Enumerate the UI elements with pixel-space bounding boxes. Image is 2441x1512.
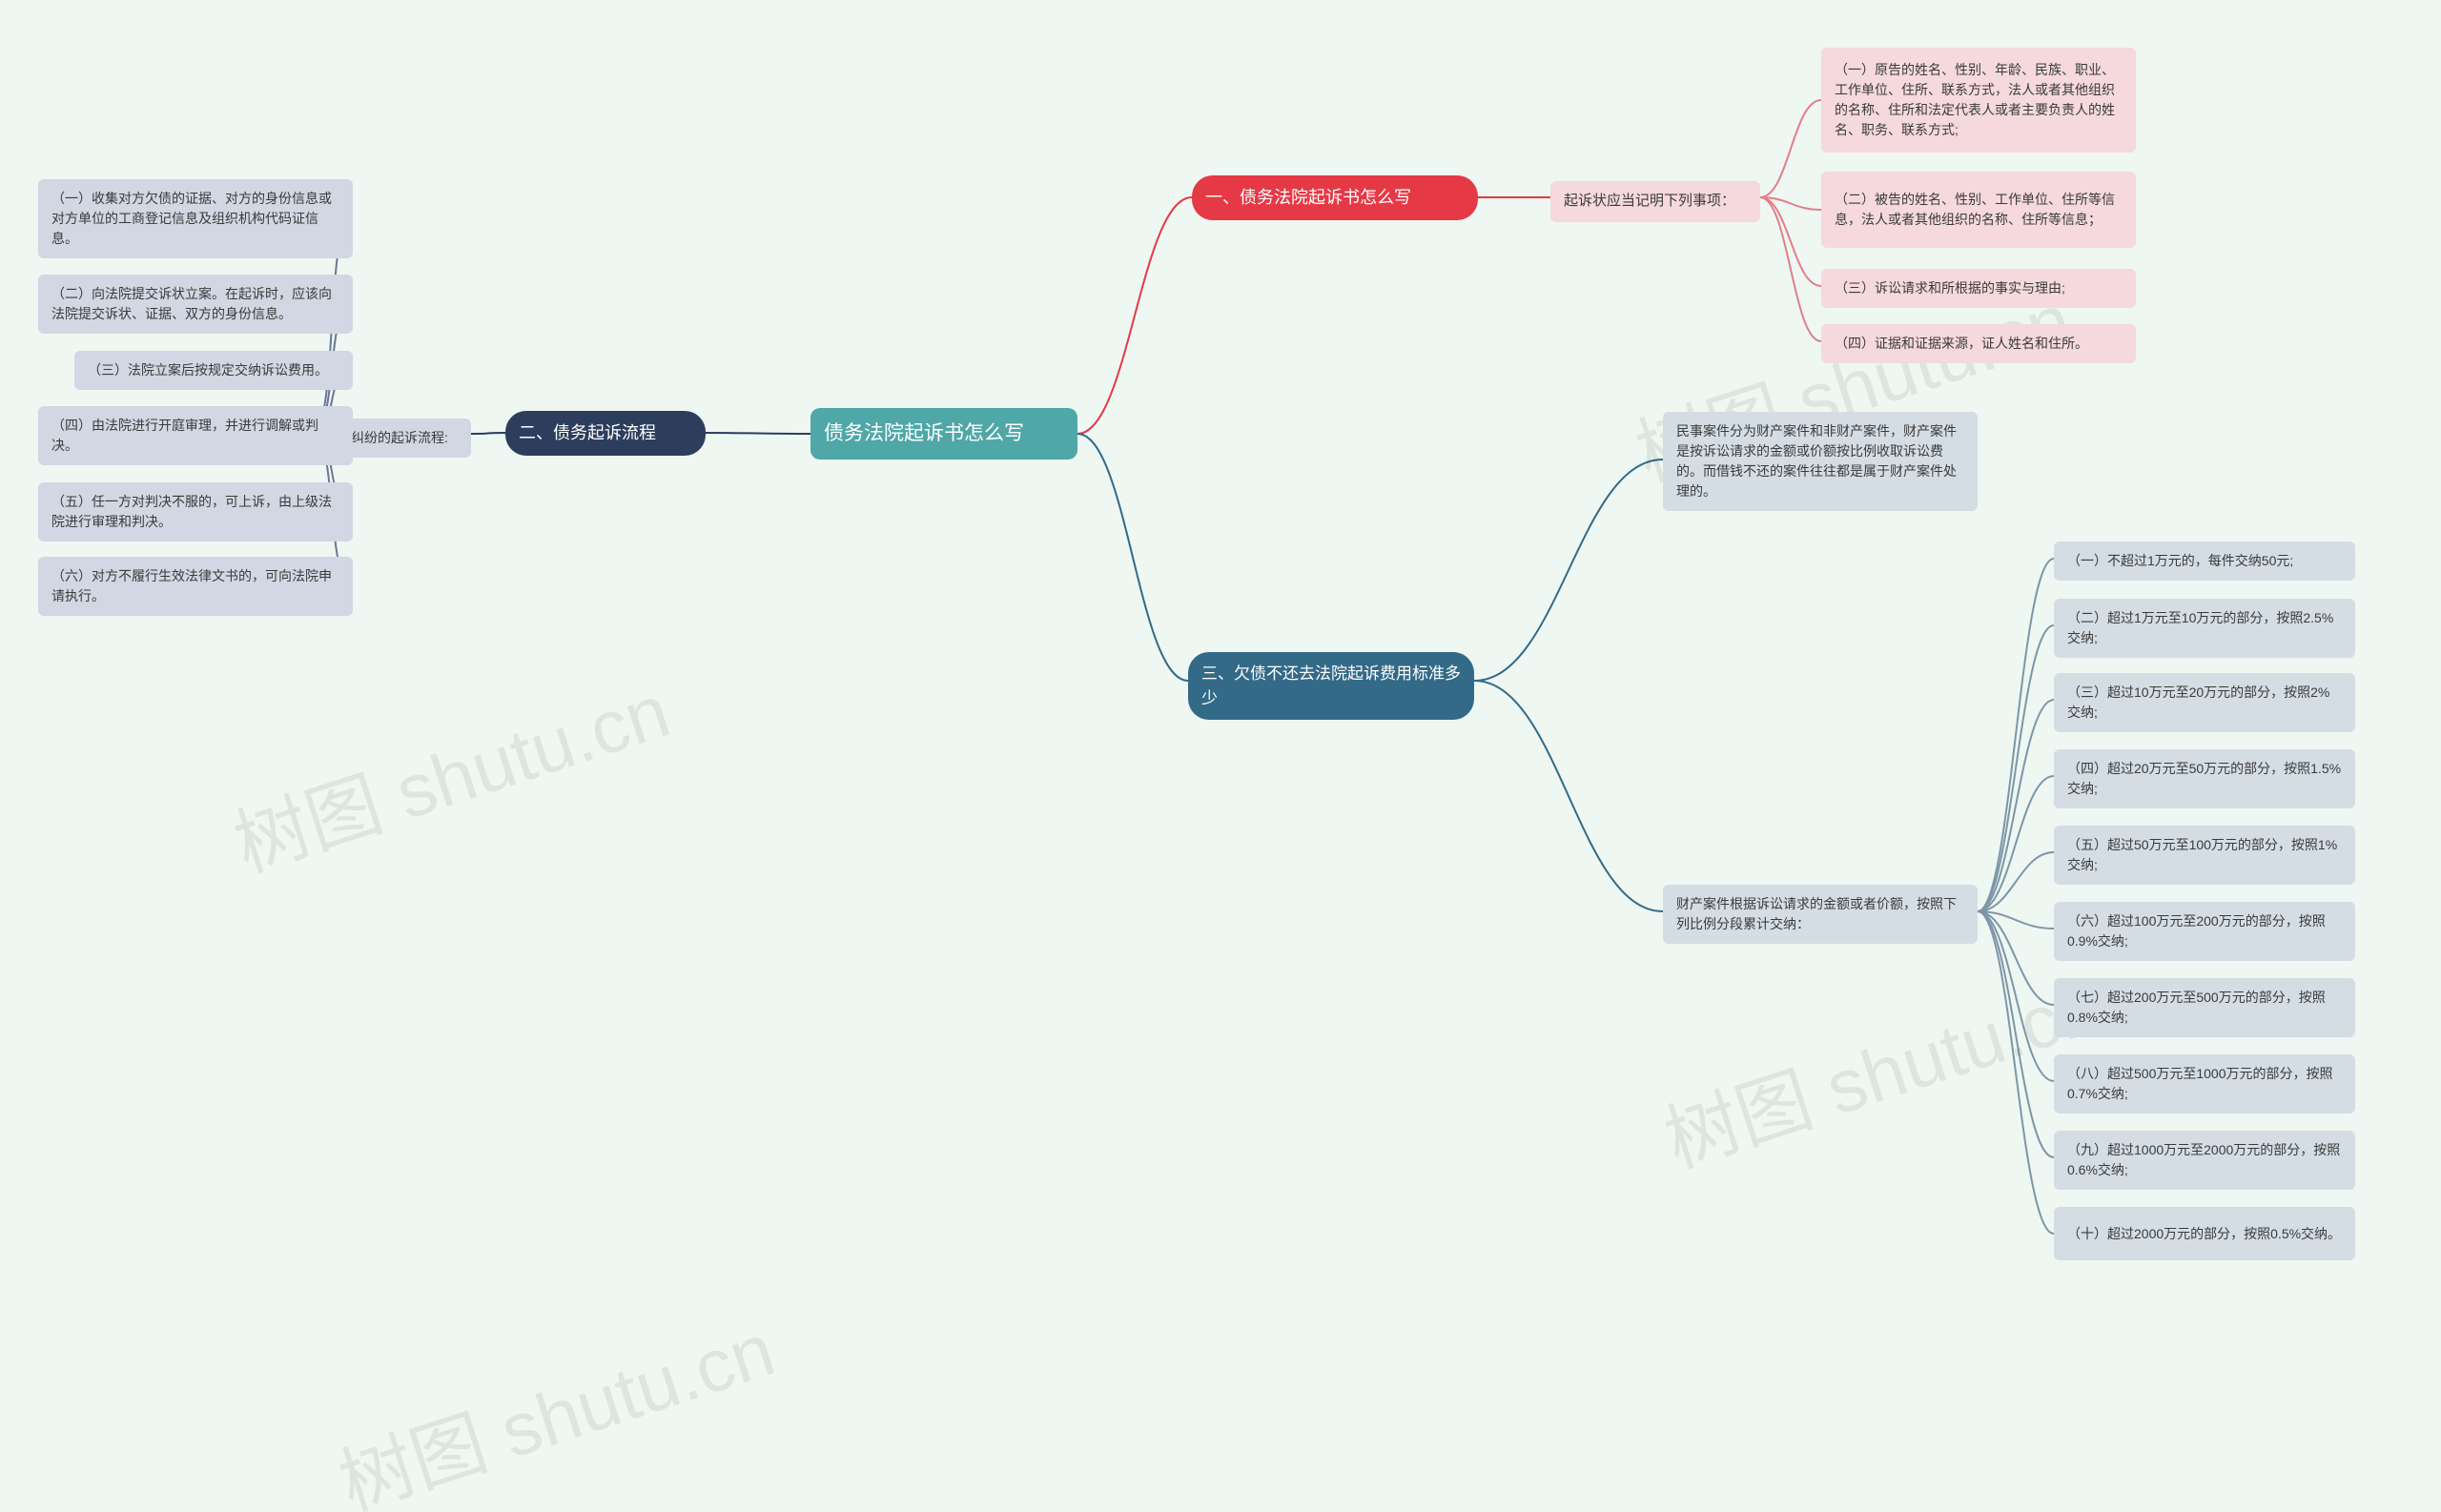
edge <box>1978 625 2054 911</box>
node-b2_l4[interactable]: （四）由法院进行开庭审理，并进行调解或判决。 <box>38 406 353 465</box>
node-b1_l3[interactable]: （三）诉讼请求和所根据的事实与理由; <box>1821 269 2136 308</box>
edge <box>1760 197 1821 286</box>
edge <box>1978 911 2054 1005</box>
node-root[interactable]: 债务法院起诉书怎么写 <box>810 408 1077 460</box>
edge <box>1760 100 1821 197</box>
node-b1[interactable]: 一、债务法院起诉书怎么写 <box>1192 175 1478 220</box>
node-b1_s1[interactable]: 起诉状应当记明下列事项： <box>1550 181 1760 222</box>
node-b2_l2[interactable]: （二）向法院提交诉状立案。在起诉时，应该向法院提交诉状、证据、双方的身份信息。 <box>38 275 353 334</box>
node-b3_s2[interactable]: 财产案件根据诉讼请求的金额或者价额，按照下列比例分段累计交纳： <box>1663 885 1978 944</box>
node-b2[interactable]: 二、债务起诉流程 <box>505 411 706 456</box>
edge <box>1978 852 2054 911</box>
mindmap-stage: 树图 shutu.cn树图 shutu.cn树图 shutu.cn树图 shut… <box>0 0 2441 1512</box>
node-b2_l1[interactable]: （一）收集对方欠债的证据、对方的身份信息或对方单位的工商登记信息及组织机构代码证… <box>38 179 353 258</box>
node-b3_l1[interactable]: （一）不超过1万元的，每件交纳50元; <box>2054 541 2355 581</box>
node-b3[interactable]: 三、欠债不还去法院起诉费用标准多少 <box>1188 652 1474 720</box>
node-b3_l5[interactable]: （五）超过50万元至100万元的部分，按照1%交纳; <box>2054 826 2355 885</box>
edge <box>1077 434 1188 681</box>
edge <box>1760 197 1821 210</box>
node-b1_l2[interactable]: （二）被告的姓名、性别、工作单位、住所等信息，法人或者其他组织的名称、住所等信息… <box>1821 172 2136 248</box>
node-b3_s1[interactable]: 民事案件分为财产案件和非财产案件，财产案件是按诉讼请求的金额或价额按比例收取诉讼… <box>1663 412 1978 511</box>
node-b2_l5[interactable]: （五）任一方对判决不服的，可上诉，由上级法院进行审理和判决。 <box>38 482 353 541</box>
node-b2_l6[interactable]: （六）对方不履行生效法律文书的，可向法院申请执行。 <box>38 557 353 616</box>
edge <box>1978 911 2054 1081</box>
edge <box>1978 911 2054 1157</box>
node-b1_l1[interactable]: （一）原告的姓名、性别、年龄、民族、职业、工作单位、住所、联系方式，法人或者其他… <box>1821 48 2136 153</box>
edge <box>471 433 505 434</box>
edge <box>1077 197 1192 434</box>
edge <box>1978 776 2054 911</box>
edge <box>1978 559 2054 911</box>
watermark: 树图 shutu.cn <box>219 652 681 893</box>
edge <box>706 433 810 434</box>
node-b2_l3[interactable]: （三）法院立案后按规定交纳诉讼费用。 <box>74 351 353 390</box>
node-b3_l8[interactable]: （八）超过500万元至1000万元的部分，按照0.7%交纳; <box>2054 1054 2355 1114</box>
edge <box>1978 911 2054 1234</box>
node-b3_l4[interactable]: （四）超过20万元至50万元的部分，按照1.5%交纳; <box>2054 749 2355 808</box>
node-b1_l4[interactable]: （四）证据和证据来源，证人姓名和住所。 <box>1821 324 2136 363</box>
edge <box>1978 911 2054 929</box>
watermark: 树图 shutu.cn <box>324 1291 786 1512</box>
edge <box>1474 460 1663 681</box>
node-b3_l7[interactable]: （七）超过200万元至500万元的部分，按照0.8%交纳; <box>2054 978 2355 1037</box>
node-b3_l3[interactable]: （三）超过10万元至20万元的部分，按照2%交纳; <box>2054 673 2355 732</box>
watermark: 树图 shutu.cn <box>1650 948 2111 1189</box>
edge <box>1474 681 1663 911</box>
node-b3_l9[interactable]: （九）超过1000万元至2000万元的部分，按照0.6%交纳; <box>2054 1131 2355 1190</box>
edge <box>1978 700 2054 911</box>
node-b3_l10[interactable]: （十）超过2000万元的部分，按照0.5%交纳。 <box>2054 1207 2355 1260</box>
node-b3_l6[interactable]: （六）超过100万元至200万元的部分，按照0.9%交纳; <box>2054 902 2355 961</box>
edge <box>1760 197 1821 341</box>
node-b3_l2[interactable]: （二）超过1万元至10万元的部分，按照2.5%交纳; <box>2054 599 2355 658</box>
